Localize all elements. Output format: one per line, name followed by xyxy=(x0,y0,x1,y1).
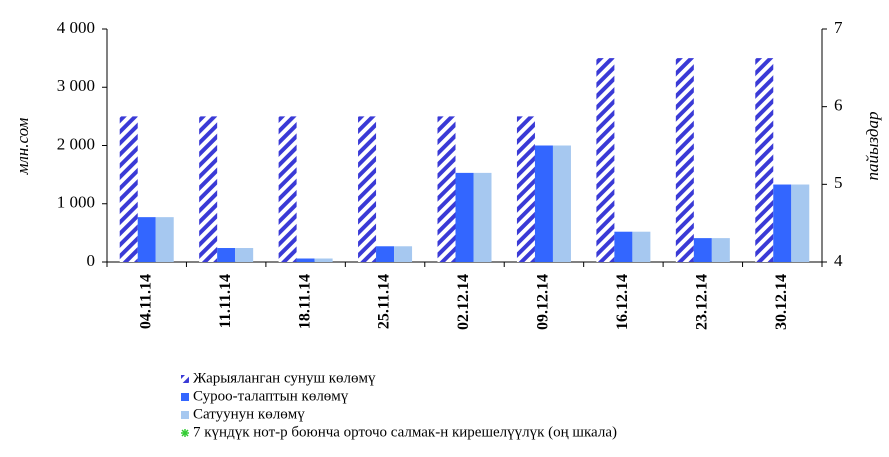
x-tick-label: 16.12.14 xyxy=(614,274,631,330)
bar xyxy=(235,248,254,262)
legend-marker-stroke xyxy=(181,429,189,437)
y-tick-label: 0 xyxy=(87,251,96,270)
bar xyxy=(534,145,553,262)
y-tick-label: 3 000 xyxy=(57,76,95,95)
x-tick-label: 23.12.14 xyxy=(694,274,711,330)
bar xyxy=(773,184,792,262)
bar xyxy=(376,246,395,262)
bar xyxy=(455,172,474,262)
bar xyxy=(394,246,413,262)
legend-label: Суроо-талаптын көлөмү xyxy=(193,388,349,404)
bar xyxy=(614,231,633,262)
x-tick-label: 11.11.14 xyxy=(217,274,234,328)
bar xyxy=(596,58,615,262)
bar xyxy=(473,172,492,262)
bar xyxy=(516,116,535,262)
bar xyxy=(437,116,456,262)
y2-tick-label: 6 xyxy=(834,96,843,115)
x-tick-label: 18.11.14 xyxy=(296,274,313,329)
y-tick-label: 4 000 xyxy=(57,18,95,37)
bar xyxy=(358,116,377,262)
bar xyxy=(675,58,694,262)
legend-swatch xyxy=(181,375,189,383)
legend-label: 7 күндүк нот-р боюнча орточо салмак-н ки… xyxy=(193,424,617,440)
bar xyxy=(693,238,712,262)
legend-swatch xyxy=(181,411,189,419)
bar xyxy=(791,184,810,262)
x-tick-label: 09.12.14 xyxy=(535,274,552,330)
bar xyxy=(155,217,174,262)
bar xyxy=(119,116,138,262)
bar xyxy=(314,258,333,262)
bar xyxy=(552,145,571,262)
legend-label: Жарыяланган сунуш көлөмү xyxy=(193,370,376,386)
y2-tick-label: 7 xyxy=(834,18,843,37)
x-tick-label: 25.11.14 xyxy=(376,274,393,329)
x-tick-label: 04.11.14 xyxy=(137,274,154,329)
bar xyxy=(199,116,218,262)
bar xyxy=(755,58,774,262)
bar xyxy=(278,116,297,262)
y2-tick-label: 5 xyxy=(834,173,843,192)
y2-tick-label: 4 xyxy=(834,251,843,270)
legend-marker xyxy=(181,429,189,437)
x-tick-label: 30.12.14 xyxy=(773,274,790,330)
bar xyxy=(137,217,156,262)
bar xyxy=(217,248,236,262)
y-tick-label: 1 000 xyxy=(57,193,95,212)
bar xyxy=(711,238,730,262)
legend-swatch xyxy=(181,393,189,401)
y2-axis-title: пайыздар xyxy=(863,111,882,180)
legend-label: Сатуунун көлөмү xyxy=(193,406,305,422)
bar xyxy=(632,231,651,262)
y-tick-label: 2 000 xyxy=(57,134,95,153)
y-axis-title: млн.сом xyxy=(13,117,32,175)
bar xyxy=(296,258,315,262)
x-tick-label: 02.12.14 xyxy=(455,274,472,330)
